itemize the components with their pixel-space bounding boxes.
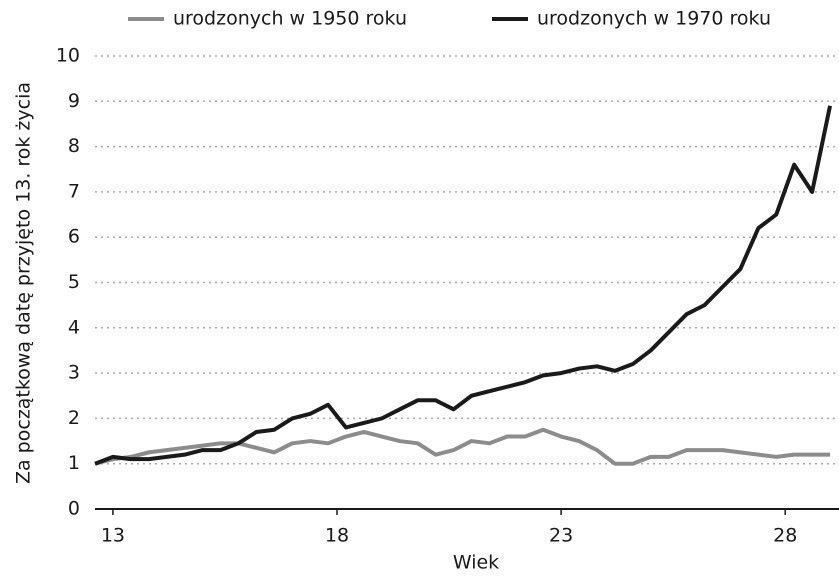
y-tick-label: 5 <box>68 271 80 293</box>
x-tick-label: 13 <box>101 525 125 547</box>
x-axis-label: Wiek <box>453 552 499 574</box>
legend-label: urodzonych w 1970 roku <box>537 8 771 30</box>
line <box>94 427 831 466</box>
x-tick-label: 23 <box>549 525 573 547</box>
legend-label: urodzonych w 1950 roku <box>173 8 407 30</box>
y-tick-label: 3 <box>68 362 80 384</box>
y-tick-label: 8 <box>68 135 80 157</box>
y-axis-label: Za początkową datę przyjęto 13. rok życi… <box>13 82 35 484</box>
line <box>94 105 832 466</box>
y-tick-label: 2 <box>68 407 80 429</box>
x-tick-label: 18 <box>325 525 349 547</box>
y-tick-label: 0 <box>68 498 80 520</box>
y-tick-label: 1 <box>68 452 80 474</box>
y-tick-label: 4 <box>68 316 80 338</box>
y-tick-label: 9 <box>68 90 80 112</box>
y-tick-label: 7 <box>68 180 80 202</box>
x-tick-label: 28 <box>773 525 797 547</box>
y-tick-label: 10 <box>56 45 80 67</box>
y-tick-label: 6 <box>68 226 80 248</box>
